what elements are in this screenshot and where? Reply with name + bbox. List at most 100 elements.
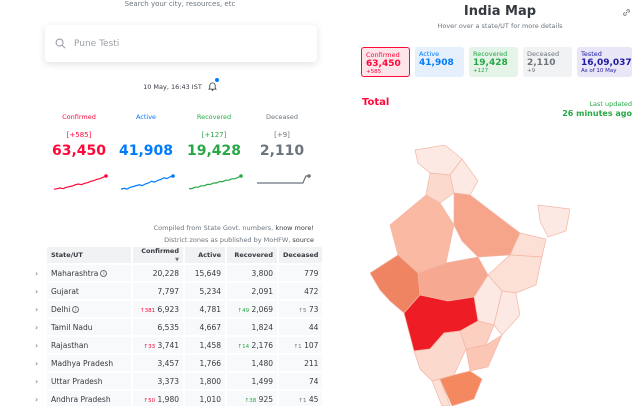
confirmed-value: 3,373 bbox=[157, 376, 179, 386]
stat-label: Recovered bbox=[196, 113, 232, 121]
table-row[interactable]: › Tamil Nadu 6,535 4,667 1,824 44 bbox=[35, 319, 323, 335]
stat-label: Active bbox=[135, 113, 157, 121]
stat-value: 63,450 bbox=[51, 143, 107, 159]
recovered-value: 3,800 bbox=[251, 268, 273, 278]
table-row[interactable]: › Madhya Pradesh 3,457 1,766 1,480 211 bbox=[35, 355, 323, 371]
search-box[interactable]: Pune Testi bbox=[45, 25, 317, 62]
tile-label: Deceased bbox=[527, 50, 560, 58]
header-label: Active bbox=[198, 251, 221, 259]
table-row[interactable]: › Rajasthan ↑33 3,741 1,458 ↑14 2,176 ↑1 107 bbox=[35, 337, 323, 353]
tile-delta: +127 bbox=[473, 68, 489, 74]
india-map[interactable] bbox=[370, 145, 570, 406]
confirmed-value: 1,980 bbox=[157, 394, 179, 404]
state-name: Delhi bbox=[51, 304, 71, 314]
state-uttar-pradesh[interactable] bbox=[453, 192, 521, 258]
state-name-cell[interactable]: › Rajasthan bbox=[35, 337, 131, 353]
compiled-text: Compiled from State Govt. numbers, bbox=[153, 224, 276, 232]
deceased-cell: ↑5 73 bbox=[279, 301, 323, 317]
sparkline-2 bbox=[189, 175, 242, 190]
state-northeast[interactable] bbox=[537, 204, 570, 238]
deceased-value: 74 bbox=[308, 376, 319, 386]
chevron-right-icon[interactable]: › bbox=[35, 322, 39, 332]
recovered-cell: 3,800 bbox=[227, 265, 277, 281]
search-input[interactable]: Pune Testi bbox=[74, 38, 120, 49]
map-tile-active[interactable]: Active 41,908 bbox=[415, 47, 464, 77]
table-row[interactable]: › Delhi i ↑381 6,923 4,781 ↑49 2,069 ↑5 73 bbox=[35, 301, 323, 317]
active-cell: 4,781 bbox=[185, 301, 225, 317]
state-name-cell[interactable]: › Tamil Nadu bbox=[35, 319, 131, 335]
info-icon[interactable]: i bbox=[72, 306, 80, 313]
bell-icon[interactable] bbox=[207, 78, 219, 93]
tile-delta: +585 bbox=[366, 69, 382, 75]
map-tile-deceased[interactable]: Deceased 2,110 +9 bbox=[523, 47, 572, 77]
state-name-cell[interactable]: › Uttar Pradesh bbox=[35, 373, 131, 389]
chevron-right-icon[interactable]: › bbox=[35, 268, 39, 278]
deceased-value: 211 bbox=[304, 358, 319, 368]
state-name-cell[interactable]: › Andhra Pradesh bbox=[35, 391, 131, 406]
active-cell: 1,766 bbox=[185, 355, 225, 371]
state-name-cell[interactable]: › Madhya Pradesh bbox=[35, 355, 131, 371]
state-name-cell[interactable]: › Gujarat bbox=[35, 283, 131, 299]
header-stateut[interactable]: State/UT bbox=[47, 247, 131, 263]
stat-confirmed: Confirmed [+585] 63,450 bbox=[44, 113, 114, 159]
confirmed-cell: 6,535 bbox=[133, 319, 183, 335]
confirmed-value: 7,797 bbox=[157, 286, 179, 296]
info-icon[interactable]: i bbox=[100, 270, 108, 277]
header-label: State/UT bbox=[51, 251, 83, 259]
know-more-link[interactable]: know more! bbox=[275, 224, 314, 232]
recovered-cell: ↑49 2,069 bbox=[227, 301, 277, 317]
recovered-cell: ↑14 2,176 bbox=[227, 337, 277, 353]
confirmed-value: 6,535 bbox=[157, 322, 179, 332]
active-value: 1,010 bbox=[199, 394, 221, 404]
link-icon[interactable] bbox=[622, 2, 631, 21]
table-row[interactable]: › Uttar Pradesh 3,373 1,800 1,499 74 bbox=[35, 373, 323, 389]
chevron-right-icon[interactable]: › bbox=[35, 358, 39, 368]
active-value: 5,234 bbox=[199, 286, 221, 296]
map-tile-recovered[interactable]: Recovered 19,428 +127 bbox=[469, 47, 518, 77]
header-recovered[interactable]: Recovered bbox=[227, 247, 277, 263]
state-kerala[interactable] bbox=[431, 378, 451, 406]
recovered-value: 2,069 bbox=[251, 304, 273, 314]
last-updated-label: Last updated bbox=[589, 100, 632, 108]
source-link[interactable]: source bbox=[292, 236, 314, 244]
header-confirmed[interactable]: Confirmed ▼ bbox=[133, 247, 183, 263]
confirmed-delta: ↑50 bbox=[143, 397, 156, 404]
recovered-cell: 1,499 bbox=[227, 373, 277, 389]
map-tile-confirmed[interactable]: Confirmed 63,450 +585 bbox=[361, 47, 410, 77]
active-cell: 4,667 bbox=[185, 319, 225, 335]
table-row[interactable]: › Andhra Pradesh ↑50 1,980 1,010 ↑38 925 ↑1 4… bbox=[35, 391, 323, 406]
active-cell: 15,649 bbox=[185, 265, 225, 281]
deceased-value: 107 bbox=[304, 340, 319, 350]
sort-icon[interactable]: ▼ bbox=[175, 257, 179, 263]
state-punjab-haryana[interactable] bbox=[425, 172, 455, 204]
state-name-cell[interactable]: › Maharashtra i bbox=[35, 265, 131, 281]
state-tamil-nadu[interactable] bbox=[439, 370, 483, 406]
table-row[interactable]: › Gujarat 7,797 5,234 2,091 472 bbox=[35, 283, 323, 299]
confirmed-cell: 3,457 bbox=[133, 355, 183, 371]
tile-value: 41,908 bbox=[419, 58, 454, 68]
stat-value: 19,428 bbox=[186, 143, 242, 159]
deceased-cell: 779 bbox=[279, 265, 323, 281]
tile-delta: +9 bbox=[527, 68, 536, 74]
chevron-right-icon[interactable]: › bbox=[35, 376, 39, 386]
header-active[interactable]: Active bbox=[185, 247, 225, 263]
deceased-value: 73 bbox=[308, 304, 319, 314]
state-karnataka[interactable] bbox=[413, 330, 467, 382]
confirmed-value: 3,741 bbox=[157, 340, 179, 350]
table-row[interactable]: › Maharashtra i 20,228 15,649 3,800 779 bbox=[35, 265, 323, 281]
deceased-value: 472 bbox=[304, 286, 319, 296]
state-himachal-uttarakhand[interactable] bbox=[449, 158, 479, 196]
chevron-right-icon[interactable]: › bbox=[35, 304, 39, 314]
state-name-cell[interactable]: › Delhi i bbox=[35, 301, 131, 317]
chevron-right-icon[interactable]: › bbox=[35, 340, 39, 350]
tile-value: 16,09,037 bbox=[581, 58, 632, 68]
map-tile-tested[interactable]: Tested 16,09,037 As of 10 May bbox=[577, 47, 632, 77]
state-odisha[interactable] bbox=[493, 290, 521, 336]
states-table: State/UT Confirmed ▼ Active Recovered Deceas… bbox=[35, 245, 324, 406]
chevron-right-icon[interactable]: › bbox=[35, 394, 39, 404]
chevron-right-icon[interactable]: › bbox=[35, 286, 39, 296]
stat-value: 2,110 bbox=[259, 143, 305, 159]
header-deceased[interactable]: Deceased bbox=[279, 247, 323, 263]
state-andhra-pradesh[interactable] bbox=[465, 334, 503, 372]
state-name: Maharashtra bbox=[51, 268, 99, 278]
